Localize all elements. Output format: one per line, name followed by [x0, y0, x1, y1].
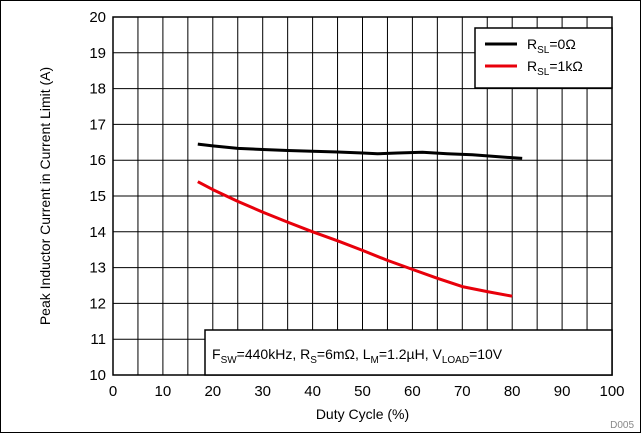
series-line-0: [197, 142, 523, 160]
y-tick-label: 10: [89, 367, 106, 384]
y-tick-label: 16: [89, 152, 106, 169]
y-axis-label: Peak Inductor Current in Current Limit (…: [37, 67, 53, 325]
x-tick-label: 40: [304, 383, 321, 400]
y-tick-label: 14: [89, 224, 106, 241]
legend-label: RSL=0Ω: [527, 36, 576, 56]
x-tick-label: 50: [354, 383, 371, 400]
y-tick-label: 13: [89, 260, 106, 277]
annotation-box: [204, 329, 613, 376]
y-tick-label: 19: [89, 45, 106, 62]
y-tick-label: 18: [89, 81, 106, 98]
x-tick-label: 60: [404, 383, 421, 400]
annotation-text: FSW=440kHz, RS=6mΩ, LM=1.2µH, VLOAD=10V: [212, 346, 503, 366]
series-layer: [197, 142, 523, 298]
legend-box: [474, 27, 613, 89]
x-tick-label: 90: [554, 383, 571, 400]
x-tick-label: 100: [599, 383, 624, 400]
x-tick-label: 10: [155, 383, 172, 400]
y-tick-label: 11: [90, 331, 106, 348]
y-tick-labels: 10 11 12 13 14 15 16 17 18 19 20: [89, 9, 106, 384]
x-tick-label: 0: [109, 383, 117, 400]
figure-id: D005: [610, 420, 634, 431]
y-tick-label: 12: [89, 295, 106, 312]
x-tick-label: 20: [204, 383, 221, 400]
x-tick-label: 30: [254, 383, 271, 400]
y-tick-label: 17: [89, 116, 106, 133]
y-tick-label: 20: [89, 9, 106, 26]
x-tick-label: 80: [504, 383, 521, 400]
legend-label: RSL=1kΩ: [527, 58, 583, 78]
series-line-1: [197, 180, 513, 298]
x-tick-labels: 0 10 20 30 40 50 60 70 80 90 100: [109, 383, 625, 400]
x-axis-label: Duty Cycle (%): [316, 406, 409, 422]
conditions-annotation: FSW=440kHz, RS=6mΩ, LM=1.2µH, VLOAD=10V: [204, 329, 613, 376]
y-tick-label: 15: [89, 188, 106, 205]
x-tick-label: 70: [454, 383, 471, 400]
